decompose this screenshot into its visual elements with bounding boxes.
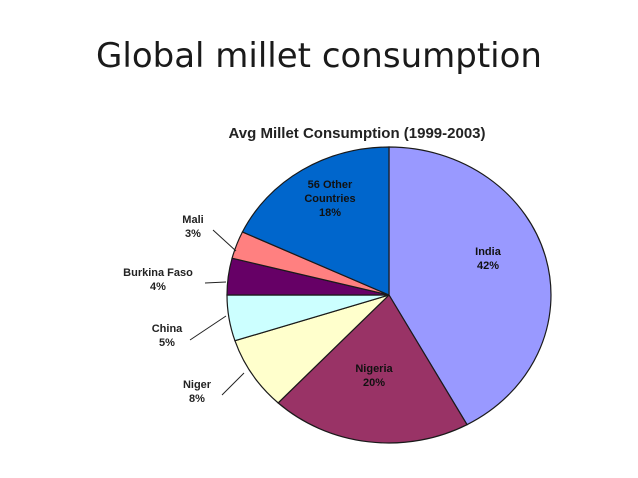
slice-label-nigeria: Nigeria 20% — [355, 363, 393, 389]
slice-name-burkina-faso: Burkina Faso — [123, 267, 193, 279]
slice-percent-mali: 3% — [185, 228, 201, 240]
slice-percent-nigeria: 20% — [363, 377, 385, 389]
slice-label-india: India 42% — [475, 246, 502, 272]
leader-line-burkina-faso — [204, 281, 227, 284]
slice-label-niger: Niger 8% — [183, 379, 212, 405]
slice-name-56-other-countries: 56 Other — [308, 179, 353, 191]
slice-percent-56-other-countries: 18% — [319, 207, 341, 219]
slice-percent-china: 5% — [159, 337, 175, 349]
leader-line-niger — [221, 372, 245, 396]
slice-name-56-other-countries: Countries — [304, 193, 355, 205]
slice-name-china: China — [152, 323, 183, 335]
slice-label-china: China 5% — [152, 323, 183, 349]
slide-title: Global millet consumption — [96, 36, 542, 76]
pie-slice-india — [388, 146, 552, 426]
slice-percent-india: 42% — [477, 260, 499, 272]
pie-slice-56-other-countries — [241, 146, 390, 296]
slice-name-nigeria: Nigeria — [355, 363, 393, 375]
slice-name-niger: Niger — [183, 379, 212, 391]
slice-name-mali: Mali — [182, 214, 203, 226]
chart-title: Avg Millet Consumption (1999-2003) — [229, 125, 486, 142]
slice-label-mali: Mali 3% — [182, 214, 203, 240]
slice-name-india: India — [475, 246, 502, 258]
leader-line-china — [189, 315, 227, 341]
slice-label-56-other-countries: 56 Other Countries 18% — [304, 179, 355, 219]
slice-percent-niger: 8% — [189, 393, 205, 405]
pie-slice-nigeria — [277, 294, 468, 444]
slice-percent-burkina-faso: 4% — [150, 281, 166, 293]
leader-line-mali — [212, 229, 237, 252]
slice-label-burkina-faso: Burkina Faso 4% — [123, 267, 193, 293]
